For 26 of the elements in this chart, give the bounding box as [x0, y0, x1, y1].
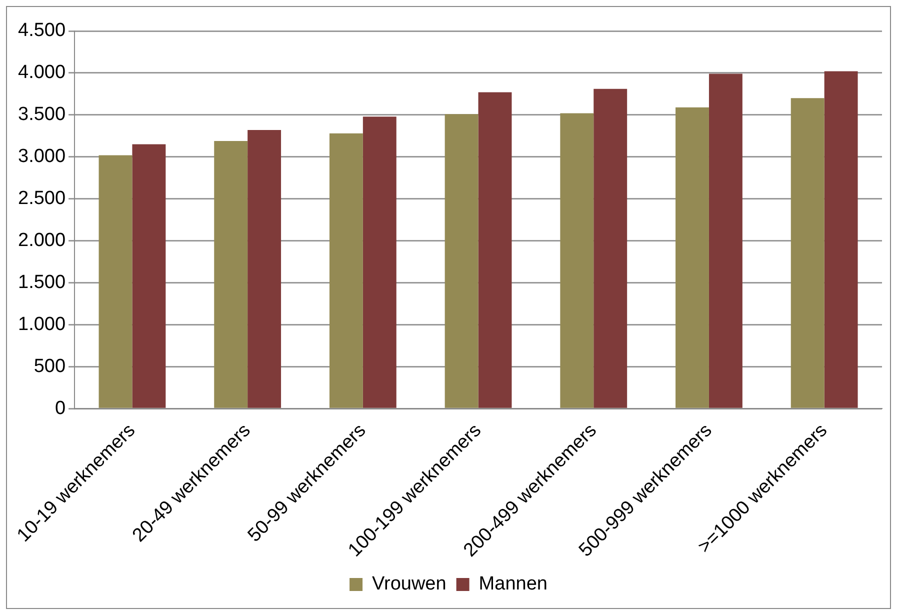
legend-label: Mannen — [478, 574, 548, 595]
bar — [478, 92, 512, 408]
y-tick-label: 4.500 — [18, 20, 66, 42]
bar — [98, 155, 132, 408]
bar — [362, 116, 396, 408]
bar — [594, 88, 628, 408]
bar — [560, 113, 594, 408]
y-tick-label: 2.000 — [18, 230, 66, 252]
bar — [824, 71, 858, 408]
legend-label: Vrouwen — [372, 574, 446, 595]
y-tick-label: 3.000 — [18, 146, 66, 168]
y-tick-label: 4.000 — [18, 62, 66, 84]
bar — [444, 114, 478, 408]
y-tick-label: 3.500 — [18, 104, 66, 126]
y-tick-label: 2.500 — [18, 188, 66, 210]
bar — [329, 133, 363, 408]
bar — [676, 107, 709, 408]
bar — [790, 98, 824, 408]
y-tick-label: 0 — [54, 398, 66, 419]
bar — [132, 144, 166, 408]
bar — [214, 140, 248, 408]
y-tick-label: 500 — [34, 356, 66, 377]
bar — [708, 74, 742, 408]
bar — [248, 130, 282, 408]
y-tick-label: 1.000 — [18, 314, 66, 335]
y-tick-label: 1.500 — [18, 272, 66, 294]
